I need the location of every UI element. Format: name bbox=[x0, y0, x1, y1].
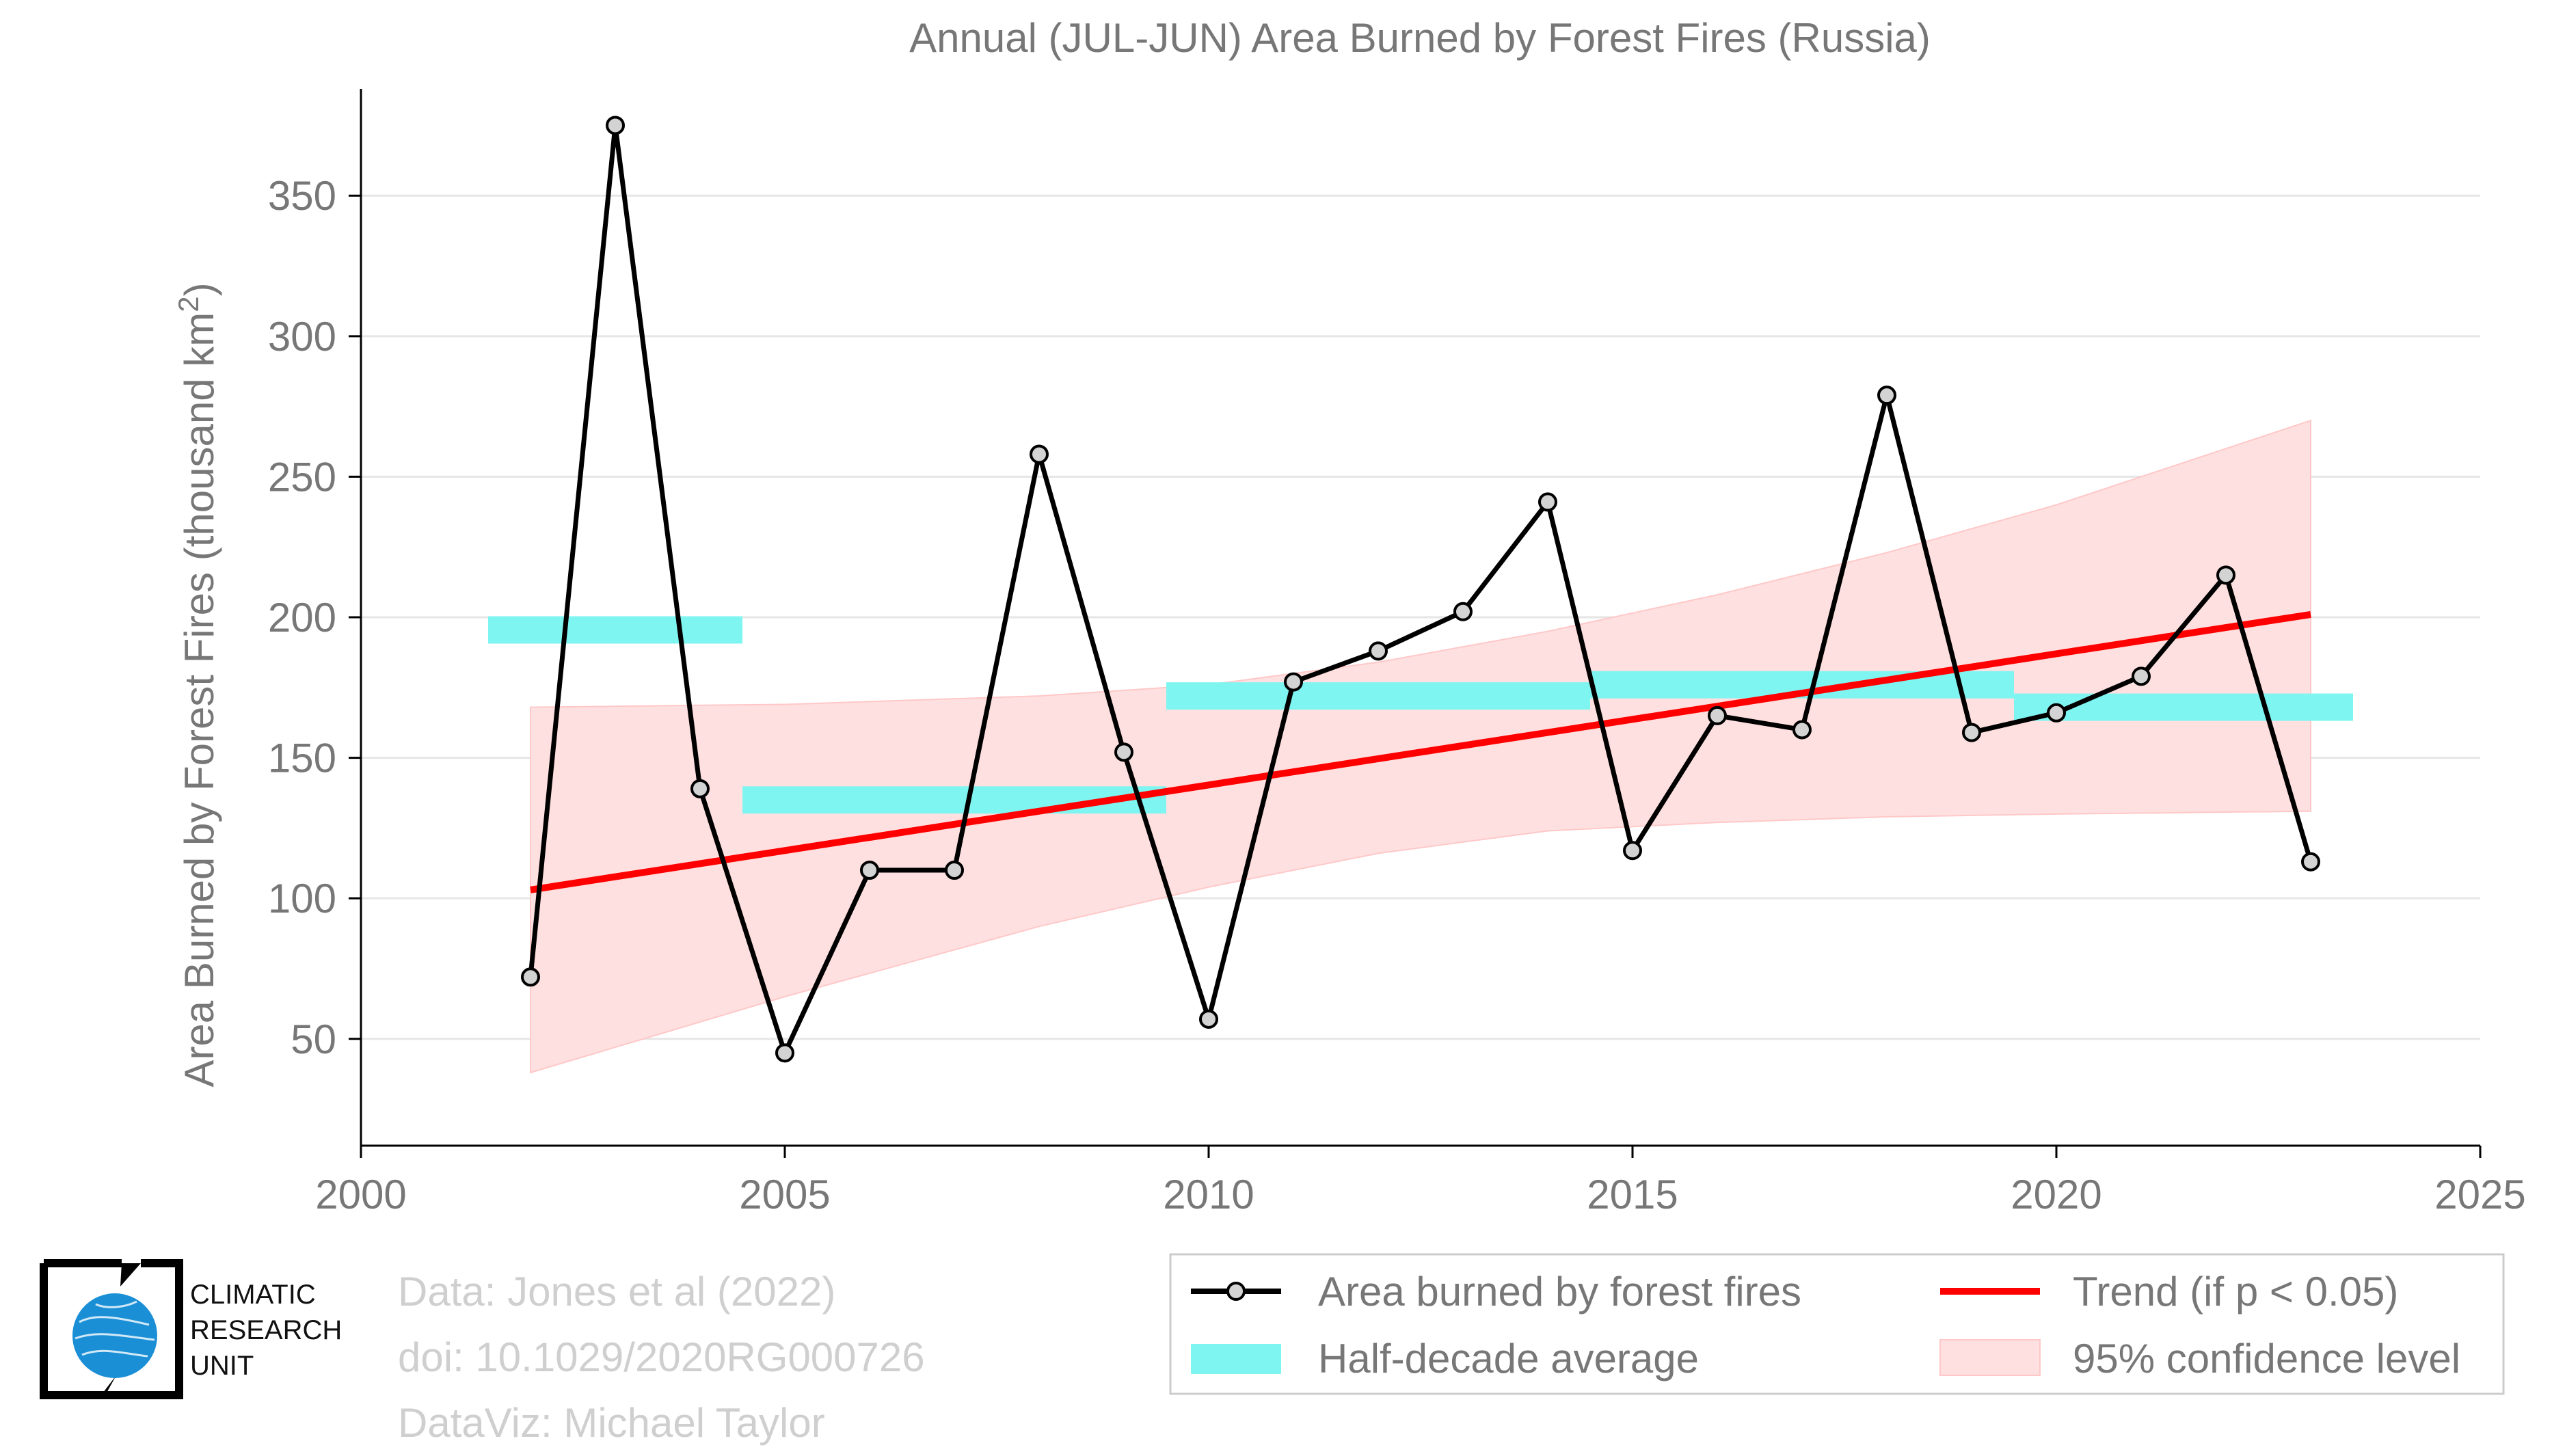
confidence-band-area bbox=[530, 419, 2311, 1074]
y-tick-label-200: 200 bbox=[268, 595, 336, 641]
x-tick-label-2000: 2000 bbox=[315, 1172, 406, 1217]
data-point-2021 bbox=[2132, 666, 2151, 686]
x-tick-label-2010: 2010 bbox=[1163, 1172, 1254, 1217]
data-point-2016 bbox=[1708, 705, 1727, 725]
data-point-2020 bbox=[2047, 703, 2066, 723]
logo-line-climatic: CLIMATIC bbox=[190, 1280, 316, 1310]
credit-data-source: Data: Jones et al (2022) bbox=[398, 1269, 836, 1315]
data-point-2005 bbox=[775, 1043, 794, 1063]
data-point-2019 bbox=[1962, 723, 1981, 742]
legend-label-trend: Trend (if p < 0.05) bbox=[2073, 1269, 2398, 1315]
data-point-2010 bbox=[1199, 1009, 1218, 1029]
y-tick-label-100: 100 bbox=[268, 876, 336, 921]
confidence-band bbox=[530, 419, 2311, 1074]
half-decade-bar-0 bbox=[488, 616, 742, 644]
trend-line-group bbox=[530, 610, 2311, 893]
data-point-2011 bbox=[1284, 672, 1303, 692]
data-point-2008 bbox=[1030, 444, 1049, 464]
credit-doi: doi: 10.1029/2020RG000726 bbox=[398, 1334, 925, 1380]
y-tick-label-250: 250 bbox=[268, 454, 336, 500]
x-tick-label-2015: 2015 bbox=[1587, 1172, 1678, 1217]
x-tick-label-2020: 2020 bbox=[2011, 1172, 2101, 1217]
data-point-2015 bbox=[1623, 841, 1642, 861]
data-credits: Data: Jones et al (2022) doi: 10.1029/20… bbox=[398, 1259, 925, 1456]
data-point-2002 bbox=[521, 967, 540, 987]
cru-logo bbox=[40, 1259, 183, 1399]
data-point-2023 bbox=[2301, 852, 2320, 872]
data-point-2004 bbox=[690, 779, 710, 798]
data-point-2003 bbox=[606, 116, 625, 135]
y-axis-label: Area Burned by Forest Fires (thousand km… bbox=[172, 282, 222, 1087]
area-burned-line bbox=[528, 122, 2313, 1055]
legend-item-confidence: 95% confidence level bbox=[1939, 1336, 2460, 1381]
x-tick-label-2005: 2005 bbox=[739, 1172, 830, 1217]
legend-label-area-burned: Area burned by forest fires bbox=[1318, 1269, 1801, 1315]
y-tick-label-350: 350 bbox=[268, 173, 336, 219]
legend-item-trend: Trend (if p < 0.05) bbox=[1940, 1269, 2398, 1315]
legend-item-half-decade: Half-decade average bbox=[1191, 1336, 1699, 1381]
data-point-2022 bbox=[2216, 565, 2235, 585]
data-point-2009 bbox=[1114, 742, 1133, 762]
y-tick-label-150: 150 bbox=[268, 736, 336, 781]
legend-label-confidence: 95% confidence level bbox=[2073, 1336, 2460, 1381]
data-point-2007 bbox=[945, 861, 964, 880]
chart-title: Annual (JUL-JUN) Area Burned by Forest F… bbox=[909, 15, 1931, 61]
y-tick-label-300: 300 bbox=[268, 314, 336, 360]
cru-logo-text: CLIMATIC RESEARCH UNIT bbox=[190, 1277, 342, 1384]
area-burned-series bbox=[521, 116, 2320, 1063]
legend-label-half-decade: Half-decade average bbox=[1318, 1336, 1699, 1381]
data-point-2018 bbox=[1877, 386, 1896, 405]
half-decade-bar-2 bbox=[1166, 682, 1590, 710]
x-tick-label-2025: 2025 bbox=[2434, 1172, 2525, 1217]
credit-dataviz: DataViz: Michael Taylor bbox=[398, 1400, 825, 1446]
data-point-2006 bbox=[860, 861, 879, 880]
logo-line-research: RESEARCH bbox=[190, 1315, 342, 1345]
data-point-2014 bbox=[1538, 492, 1557, 512]
trend-line bbox=[530, 610, 2311, 893]
legend: Area burned by forest fires Trend (if p … bbox=[1169, 1253, 2505, 1395]
data-point-2013 bbox=[1453, 602, 1473, 621]
data-point-2017 bbox=[1792, 720, 1812, 740]
legend-item-area-burned: Area burned by forest fires bbox=[1191, 1269, 1801, 1315]
y-tick-label-50: 50 bbox=[291, 1016, 336, 1062]
legend-frame bbox=[1169, 1253, 2505, 1395]
logo-line-unit: UNIT bbox=[190, 1351, 254, 1381]
axes: 50 100 150 200 250 300 350 2000 2005 2010 2015 2020… bbox=[268, 89, 2526, 1217]
data-point-2012 bbox=[1369, 641, 1388, 661]
